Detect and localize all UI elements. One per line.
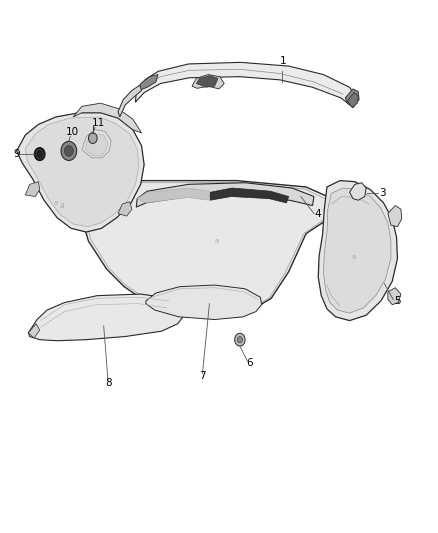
Polygon shape [82,130,111,158]
Circle shape [88,133,97,143]
Text: 3: 3 [379,188,386,198]
Polygon shape [28,324,40,338]
Circle shape [237,336,243,343]
Text: 11: 11 [92,118,105,128]
Polygon shape [345,89,359,108]
Polygon shape [118,202,132,216]
Polygon shape [136,75,158,92]
Circle shape [61,141,77,160]
Polygon shape [318,181,397,320]
Polygon shape [196,76,218,87]
Polygon shape [73,103,141,133]
Text: 5: 5 [394,296,401,305]
Polygon shape [347,93,358,108]
Text: 1: 1 [280,56,286,66]
Text: a: a [54,200,58,206]
Text: a: a [60,201,65,210]
Text: a: a [352,254,356,260]
Text: 9: 9 [14,149,20,159]
Polygon shape [85,134,108,156]
Polygon shape [388,206,402,227]
Polygon shape [350,183,366,200]
Polygon shape [192,75,224,89]
Polygon shape [17,113,144,232]
Circle shape [64,146,73,156]
Text: a: a [215,238,219,244]
Polygon shape [28,294,184,341]
Circle shape [37,151,42,157]
Text: 10: 10 [66,127,79,137]
Polygon shape [83,181,333,316]
Text: 7: 7 [199,371,206,381]
Polygon shape [135,62,358,108]
Polygon shape [118,85,141,117]
Polygon shape [146,285,261,319]
Text: 6: 6 [246,358,253,368]
Polygon shape [137,188,209,203]
Polygon shape [25,117,139,227]
Text: 8: 8 [105,378,112,388]
Circle shape [35,148,45,160]
Polygon shape [323,188,391,313]
Polygon shape [210,188,289,203]
Polygon shape [25,182,40,197]
Polygon shape [388,288,401,305]
Circle shape [235,333,245,346]
Polygon shape [136,183,314,207]
Text: 4: 4 [315,209,321,219]
